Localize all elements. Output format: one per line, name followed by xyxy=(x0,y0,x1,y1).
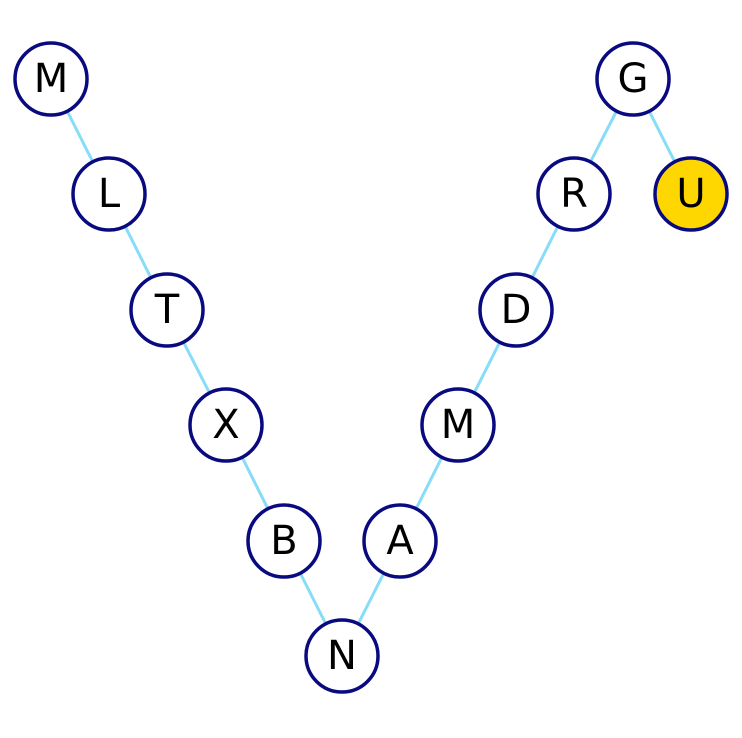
node-label-g: G xyxy=(618,56,649,102)
node-a: A xyxy=(362,503,438,579)
node-circle-m2 xyxy=(420,387,496,463)
node-g: G xyxy=(595,41,671,117)
node-label-r: R xyxy=(560,171,588,217)
node-b: B xyxy=(246,503,322,579)
node-circle-b xyxy=(246,503,322,579)
node-circle-t xyxy=(129,272,205,348)
nodes-layer: M L T X B N A M D R G U xyxy=(13,41,729,694)
node-label-u: U xyxy=(676,171,705,217)
node-m2: M xyxy=(420,387,496,463)
node-circle-x xyxy=(188,387,264,463)
node-label-m1: M xyxy=(34,56,69,102)
node-t: T xyxy=(129,272,205,348)
node-l: L xyxy=(71,156,147,232)
node-circle-a xyxy=(362,503,438,579)
node-circle-l xyxy=(71,156,147,232)
node-m1: M xyxy=(13,41,89,117)
node-label-a: A xyxy=(386,518,414,564)
node-label-x: X xyxy=(212,402,239,448)
node-n: N xyxy=(304,618,380,694)
node-circle-d xyxy=(478,272,554,348)
node-label-t: T xyxy=(154,287,180,333)
node-r: R xyxy=(536,156,612,232)
node-label-b: B xyxy=(270,518,297,564)
node-label-n: N xyxy=(327,633,357,679)
node-u: U xyxy=(653,156,729,232)
node-circle-u xyxy=(653,156,729,232)
node-circle-m1 xyxy=(13,41,89,117)
node-label-l: L xyxy=(98,171,121,217)
node-circle-r xyxy=(536,156,612,232)
node-x: X xyxy=(188,387,264,463)
node-d: D xyxy=(478,272,554,348)
node-circle-n xyxy=(304,618,380,694)
node-label-m2: M xyxy=(441,402,476,448)
node-label-d: D xyxy=(501,287,532,333)
node-circle-g xyxy=(595,41,671,117)
